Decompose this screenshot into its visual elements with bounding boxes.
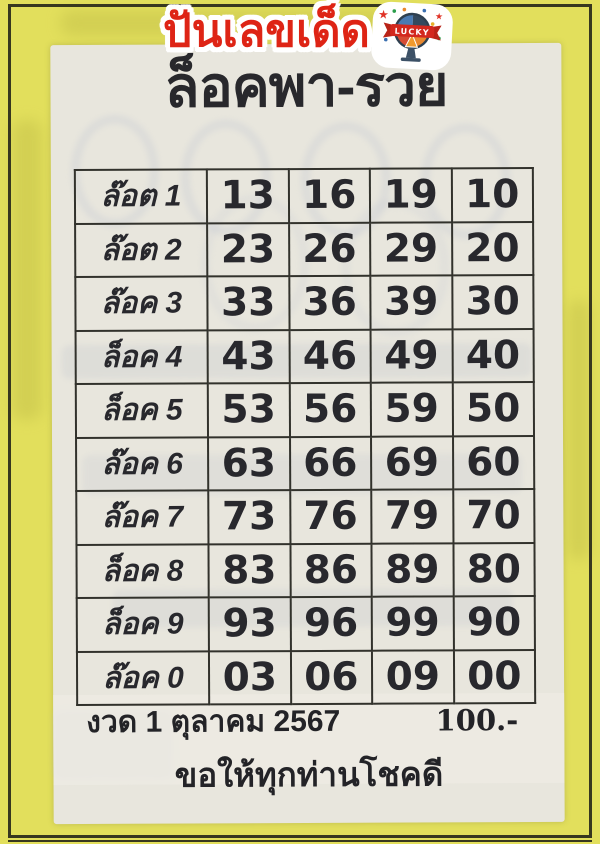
number-cell: 29 — [370, 221, 452, 276]
number-cell: 00 — [453, 649, 536, 704]
number-cell: 36 — [288, 275, 371, 330]
number-cell: 59 — [370, 382, 453, 437]
lottery-wheel-icon: ★ ★ LUCKY — [378, 7, 444, 62]
brand-text: ปันเลขเด็ด — [163, 5, 370, 56]
table-row: ล็อค 5 53 56 59 50 — [75, 382, 535, 438]
row-label: ล๊อค 7 — [76, 490, 209, 545]
lucky-label: LUCKY — [394, 27, 430, 38]
number-cell: 76 — [289, 489, 372, 544]
table-row: ล๊อค 3 33 36 39 30 — [75, 275, 534, 331]
table-row: ล็อค 4 43 46 49 40 — [75, 328, 534, 385]
number-cell: 86 — [289, 543, 372, 598]
number-cell: 46 — [289, 329, 371, 384]
table-row: ล็อค 9 93 96 99 90 — [76, 596, 535, 652]
number-cell: 26 — [288, 222, 371, 277]
number-cell: 83 — [208, 543, 291, 598]
number-cell: 53 — [207, 383, 290, 437]
row-label: ล๊อค 6 — [76, 436, 209, 492]
number-cell: 09 — [371, 649, 454, 704]
table-row: ล๊อต 1 13 16 19 10 — [74, 168, 534, 224]
row-label: ล็อค 8 — [76, 543, 209, 599]
brand-sticker: ปันเลขเด็ด ★ ★ LUCKY — [163, 3, 452, 69]
number-cell: 50 — [452, 382, 535, 436]
number-cell: 96 — [290, 596, 372, 651]
frame-border-bottom — [8, 840, 592, 842]
number-cell: 13 — [206, 169, 289, 223]
number-cell: 30 — [451, 275, 534, 329]
number-cell: 80 — [452, 542, 535, 597]
number-cell: 43 — [207, 329, 290, 384]
lottery-sheet: ล็อคพา-รวย ล๊อต 1 13 16 19 10 ล๊อต 2 23 … — [50, 42, 565, 825]
blessing-text: ขอให้ทุกท่านโชคดี — [174, 755, 444, 794]
number-cell: 33 — [207, 276, 290, 330]
number-cell: 49 — [370, 328, 453, 383]
number-cell: 16 — [288, 168, 371, 223]
number-cell: 06 — [290, 650, 373, 705]
number-cell: 90 — [453, 596, 535, 650]
number-cell: 20 — [451, 221, 534, 276]
number-cell: 40 — [452, 328, 534, 383]
number-cell: 93 — [208, 597, 291, 651]
draw-date: งวด 1 ตุลาคม 2567 — [86, 704, 341, 739]
row-label: ล็อค 5 — [75, 383, 209, 438]
row-label: ล๊อค 0 — [76, 650, 210, 706]
number-cell: 69 — [371, 435, 453, 490]
row-label: ล๊อต 1 — [74, 169, 208, 224]
price: 100.- — [435, 703, 519, 738]
number-cell: 79 — [371, 489, 453, 544]
number-cell: 70 — [452, 489, 535, 543]
number-cell: 66 — [289, 436, 372, 491]
table-row: ล๊อต 2 23 26 29 20 — [75, 221, 534, 278]
table-row: ล๊อค 7 73 76 79 70 — [76, 489, 535, 545]
number-cell: 39 — [370, 275, 453, 330]
watermark-ghost — [12, 120, 42, 420]
row-label: ล็อค 9 — [76, 597, 209, 652]
row-label: ล็อค 4 — [75, 329, 208, 385]
watermark-ghost — [60, 10, 420, 36]
row-label: ล๊อต 2 — [75, 222, 208, 278]
row-label: ล๊อค 3 — [75, 276, 208, 331]
footer-row: งวด 1 ตุลาคม 2567 100.- — [86, 697, 524, 746]
number-cell: 23 — [207, 222, 289, 277]
number-cell: 19 — [369, 168, 452, 223]
number-cell: 73 — [208, 490, 290, 544]
number-cell: 60 — [452, 435, 535, 490]
number-cell: 03 — [208, 650, 291, 705]
number-cell: 56 — [289, 382, 372, 437]
number-cell: 10 — [451, 168, 534, 222]
svg-text:★: ★ — [435, 11, 444, 21]
number-cell: 63 — [208, 436, 290, 491]
number-cell: 99 — [371, 596, 454, 651]
table-row: ล็อค 8 83 86 89 80 — [76, 542, 535, 599]
watermark-ghost — [568, 300, 590, 560]
table-row: ล๊อค 6 63 66 69 60 — [76, 435, 535, 492]
numbers-table: ล๊อต 1 13 16 19 10 ล๊อต 2 23 26 29 20 ล๊… — [74, 167, 536, 706]
number-cell: 89 — [371, 542, 454, 597]
lucky-logo: ★ ★ LUCKY — [372, 3, 452, 69]
svg-text:★: ★ — [378, 7, 389, 22]
